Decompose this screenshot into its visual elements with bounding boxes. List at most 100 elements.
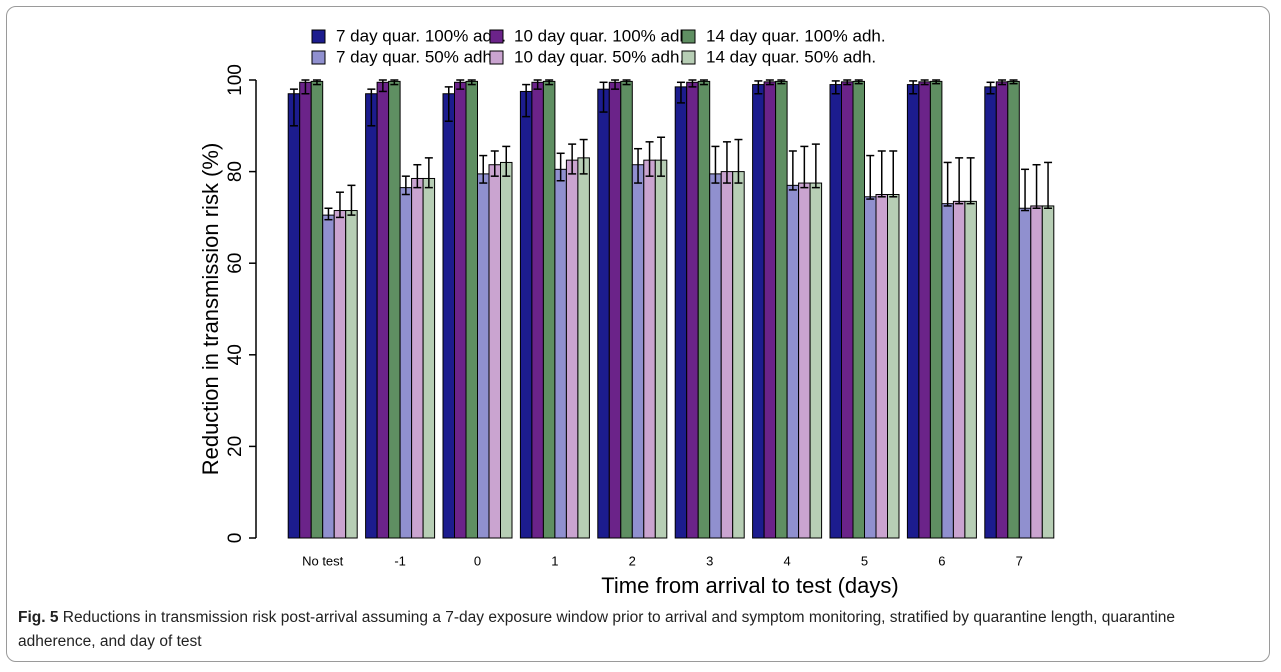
error-bar (347, 184, 356, 216)
bar (984, 86, 997, 539)
bar (686, 81, 699, 539)
bar (864, 196, 877, 539)
legend-label: 14 day quar. 50% adh. (706, 47, 876, 66)
bar (577, 157, 590, 539)
legend-label: 7 day quar. 50% adh. (336, 47, 497, 66)
error-bar (599, 81, 608, 113)
error-bar (533, 79, 542, 90)
bar (411, 177, 424, 539)
legend-label: 14 day quar. 100% adh. (706, 26, 886, 45)
bar (809, 182, 823, 539)
bar (775, 80, 788, 539)
error-bar (335, 191, 344, 219)
error-bar (777, 79, 786, 85)
bar (310, 80, 324, 539)
bar (732, 171, 745, 539)
bar (388, 80, 401, 539)
legend-swatch (311, 50, 326, 65)
bar (709, 173, 722, 539)
legend-swatch (311, 29, 326, 44)
bar (887, 194, 900, 539)
x-tick-label: No test (302, 553, 344, 568)
x-axis-title: Time from arrival to test (days) (601, 573, 898, 598)
error-bar (634, 147, 643, 184)
caption-text: Reductions in transmission risk post-arr… (18, 609, 1176, 650)
error-bar (1021, 168, 1030, 212)
error-bar (401, 175, 410, 196)
error-bar (378, 79, 387, 93)
bar (829, 84, 842, 539)
bar (299, 81, 312, 539)
error-bar (312, 79, 321, 86)
bar (454, 81, 467, 539)
bar (798, 182, 811, 539)
y-tick-label: 40 (225, 344, 246, 365)
bar (929, 80, 943, 539)
error-bar (456, 79, 465, 90)
error-bar (502, 145, 511, 177)
error-bar (800, 145, 809, 189)
error-bar (1009, 79, 1018, 85)
error-bar (444, 86, 453, 122)
error-bar (788, 150, 797, 191)
bar (1007, 80, 1020, 539)
legend-swatch (681, 29, 696, 44)
error-bar (754, 80, 763, 95)
error-bar (622, 79, 631, 86)
error-bar (301, 79, 310, 95)
x-tick-label: 2 (629, 553, 636, 568)
bar (918, 81, 931, 539)
caption-label: Fig. 5 (18, 609, 59, 626)
bar (841, 81, 854, 539)
caption: Fig. 5 Reductions in transmission risk p… (18, 606, 1198, 654)
x-tick-label: 6 (938, 553, 945, 568)
error-bar (932, 79, 941, 85)
bar (554, 168, 567, 539)
bar (565, 159, 579, 539)
error-bar (943, 161, 952, 207)
error-bar (688, 79, 697, 88)
error-bar (889, 150, 898, 198)
bar (964, 200, 977, 539)
x-tick-label: 1 (551, 553, 558, 568)
error-bar (955, 157, 964, 205)
legend-label: 7 day quar. 100% adh. (336, 26, 506, 45)
legend-swatch (489, 29, 504, 44)
error-bar (986, 81, 995, 95)
bar (852, 80, 865, 539)
error-bar (711, 145, 720, 184)
bar (333, 210, 347, 539)
bar (620, 80, 633, 539)
y-tick-label: 0 (225, 533, 246, 544)
x-tick-label: 3 (706, 553, 713, 568)
bar (674, 86, 688, 539)
bar (465, 80, 478, 539)
y-tick-label: 60 (225, 253, 246, 274)
bar (519, 90, 533, 539)
y-tick-label: 80 (225, 161, 246, 182)
bar (1041, 205, 1055, 539)
error-bar (367, 88, 376, 127)
error-bar (734, 138, 743, 184)
error-bar (467, 79, 476, 86)
error-bar (998, 79, 1007, 86)
error-bar (413, 163, 422, 189)
bar (399, 187, 413, 539)
error-bar (854, 79, 863, 85)
bar (1018, 207, 1032, 539)
error-bar (568, 143, 577, 175)
error-bar (877, 150, 886, 198)
error-bar (522, 83, 531, 118)
bar (287, 93, 301, 539)
error-bar (909, 80, 918, 95)
error-bar (657, 136, 666, 177)
legend-label: 10 day quar. 50% adh. (514, 47, 684, 66)
bar (786, 184, 800, 539)
bar (875, 194, 888, 539)
bar (488, 164, 501, 539)
chart: Time from arrival to test (days) Reducti… (198, 26, 1055, 598)
bar (720, 171, 734, 539)
bar (422, 177, 436, 539)
legend-swatch (489, 50, 504, 65)
error-bar (289, 88, 298, 127)
